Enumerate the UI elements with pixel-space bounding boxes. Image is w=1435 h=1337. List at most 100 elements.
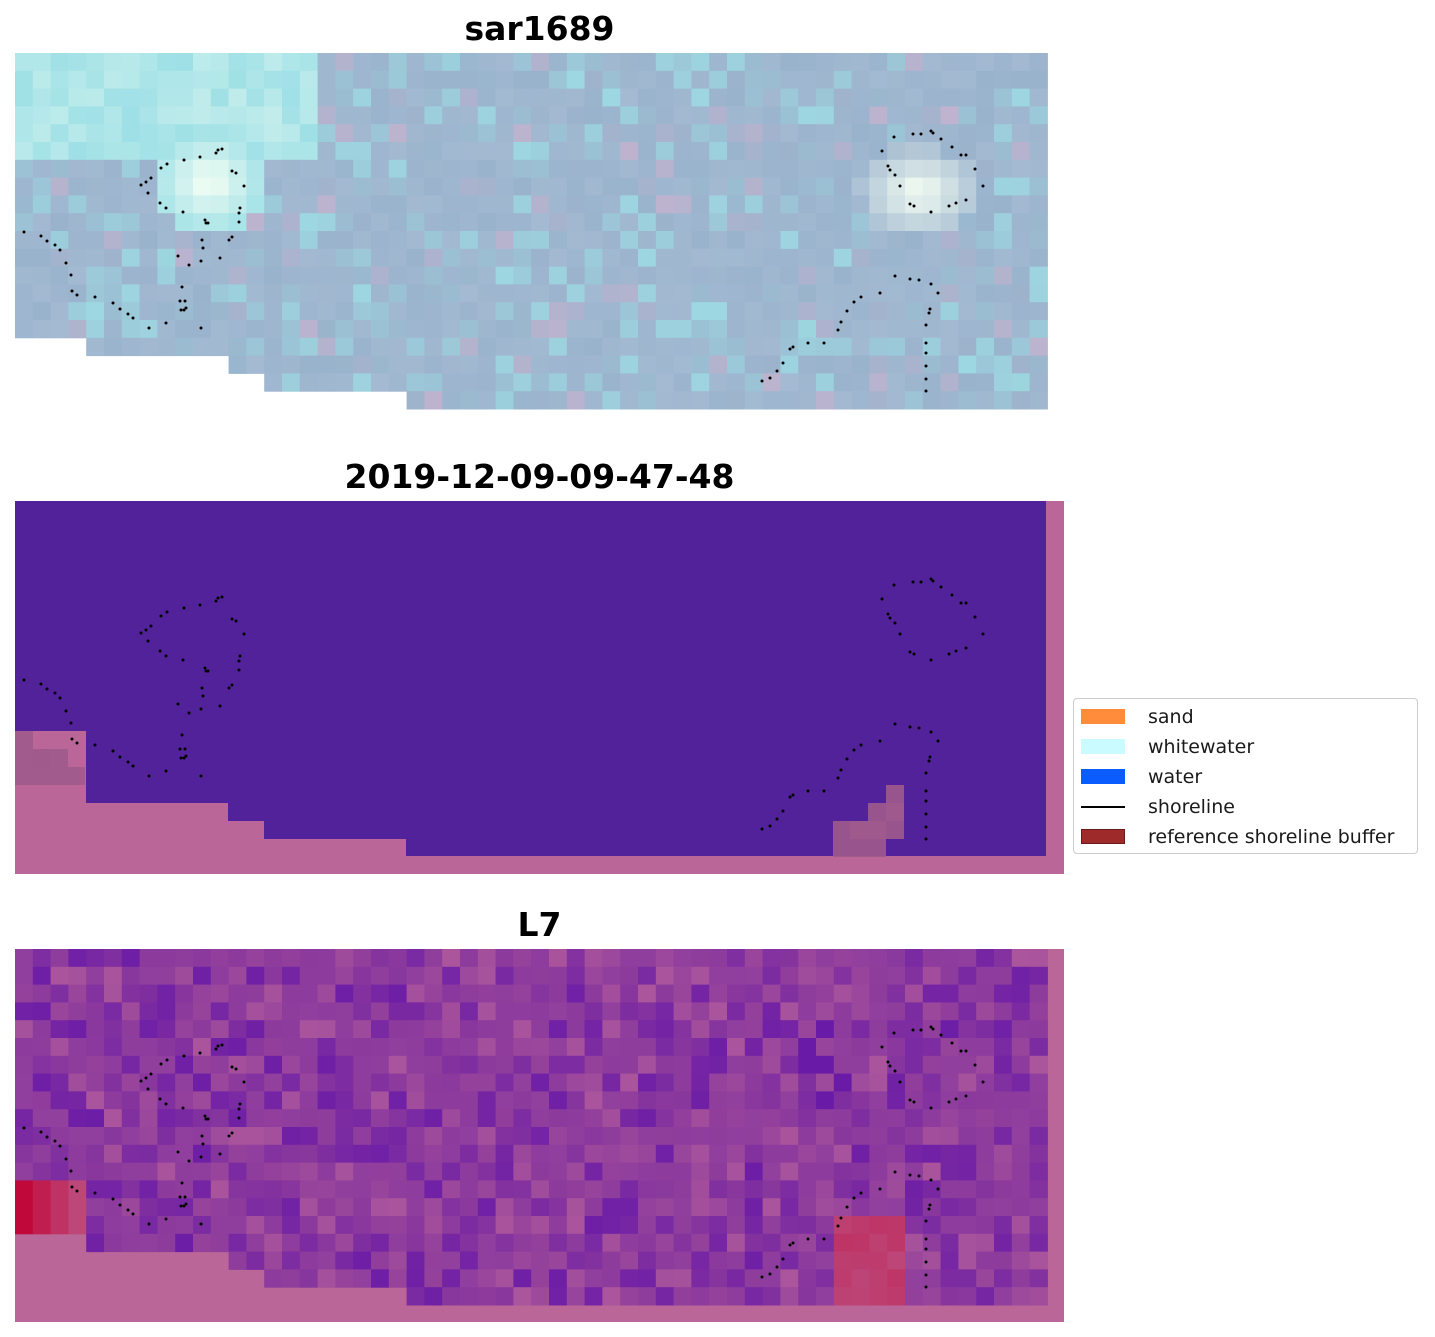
shoreline-point xyxy=(845,309,849,313)
pixel-cell xyxy=(282,195,301,214)
pixel-cell xyxy=(727,391,746,410)
pixel-cell xyxy=(50,1216,69,1235)
shoreline-point xyxy=(214,599,218,603)
pixel-cell xyxy=(424,70,443,90)
pixel-cell xyxy=(317,106,336,125)
pixel-cell xyxy=(371,142,390,161)
pixel-cell xyxy=(104,177,123,196)
pixel-cell xyxy=(495,1020,514,1039)
pixel-cell xyxy=(264,373,283,392)
shoreline-point xyxy=(929,210,933,214)
shoreline-point xyxy=(146,639,150,643)
pixel-cell xyxy=(282,1162,301,1181)
shoreline-point xyxy=(924,389,928,393)
pixel-cell xyxy=(104,949,123,968)
pixel-cell xyxy=(353,1251,372,1270)
shoreline-point xyxy=(75,293,79,297)
pixel-cell xyxy=(566,124,586,143)
pixel-cell xyxy=(762,320,781,339)
pixel-cell xyxy=(282,1002,301,1021)
pixel-cell xyxy=(709,1144,728,1164)
pixel-cell xyxy=(922,1287,942,1306)
pixel-cell xyxy=(780,1055,799,1075)
pixel-cell xyxy=(104,1091,123,1110)
pixel-cell xyxy=(549,106,568,125)
pixel-cell xyxy=(193,320,212,339)
pixel-cell xyxy=(922,88,942,107)
pixel-cell xyxy=(121,195,141,214)
pixel-cell xyxy=(958,248,977,268)
pixel-cell xyxy=(691,124,710,143)
pixel-cell xyxy=(388,355,408,374)
pixel-cell xyxy=(744,231,764,250)
shoreline-point xyxy=(200,238,204,242)
buffer-cell xyxy=(868,803,904,821)
pixel-cell xyxy=(976,248,995,268)
pixel-cell xyxy=(371,1038,390,1057)
shoreline-point xyxy=(929,1106,933,1110)
pixel-cell xyxy=(566,373,586,392)
shoreline-point xyxy=(158,649,162,653)
pixel-cell xyxy=(246,320,265,339)
pixel-cell xyxy=(691,1038,710,1057)
pixel-cell xyxy=(762,231,781,250)
pixel-cell xyxy=(709,1091,728,1110)
pixel-cell xyxy=(406,1091,425,1110)
pixel-cell xyxy=(121,1198,141,1217)
pixel-cell xyxy=(513,124,532,143)
pixel-cell xyxy=(727,177,746,196)
pixel-cell xyxy=(584,337,603,357)
pixel-cell xyxy=(495,1073,514,1092)
pixel-cell xyxy=(50,1162,69,1181)
pixel-cell xyxy=(655,1180,675,1199)
pixel-cell xyxy=(727,355,746,374)
pixel-cell xyxy=(15,266,34,285)
shoreline-point xyxy=(917,278,921,282)
pixel-cell xyxy=(264,177,283,196)
pixel-cell xyxy=(602,1002,621,1021)
pixel-cell xyxy=(638,1162,657,1181)
pixel-cell xyxy=(531,88,550,107)
pixel-cell xyxy=(1029,213,1048,232)
pixel-cell xyxy=(691,1002,710,1021)
pixel-cell xyxy=(15,302,34,321)
pixel-cell xyxy=(798,231,817,250)
pixel-cell xyxy=(976,1073,995,1092)
pixel-cell xyxy=(228,1216,247,1235)
pixel-cell xyxy=(460,1091,479,1110)
pixel-cell xyxy=(495,124,514,143)
pixel-cell xyxy=(940,1287,959,1306)
pixel-cell xyxy=(388,266,408,285)
pixel-cell xyxy=(905,302,924,321)
pixel-cell xyxy=(922,177,942,196)
pixel-cell xyxy=(691,1198,710,1217)
pixel-cell xyxy=(887,1055,906,1075)
pixel-cell xyxy=(994,984,1013,1003)
pixel-cell xyxy=(50,142,69,161)
pixel-cell xyxy=(780,1002,799,1021)
pixel-cell xyxy=(602,284,621,303)
pixel-cell xyxy=(1011,1198,1031,1217)
pixel-cell xyxy=(851,248,870,268)
pixel-cell xyxy=(780,984,799,1003)
pixel-cell xyxy=(566,1144,586,1164)
pixel-cell xyxy=(922,248,942,268)
pixel-cell xyxy=(744,106,764,125)
shoreline-point xyxy=(936,1187,940,1191)
shoreline-point xyxy=(924,1237,928,1241)
pixel-cell xyxy=(477,213,497,232)
pixel-cell xyxy=(388,1127,408,1146)
pixel-cell xyxy=(905,1216,924,1235)
pixel-cell xyxy=(958,266,977,285)
pixel-cell xyxy=(691,302,710,321)
pixel-cell xyxy=(620,177,639,196)
pixel-cell xyxy=(460,284,479,303)
pixel-cell xyxy=(477,231,497,250)
pixel-cell xyxy=(709,284,728,303)
pixel-cell xyxy=(691,1109,710,1128)
pixel-cell xyxy=(762,142,781,161)
pixel-cell xyxy=(994,1073,1013,1092)
pixel-cell xyxy=(460,213,479,232)
pixel-cell xyxy=(691,195,710,214)
pixel-cell xyxy=(442,1233,461,1253)
